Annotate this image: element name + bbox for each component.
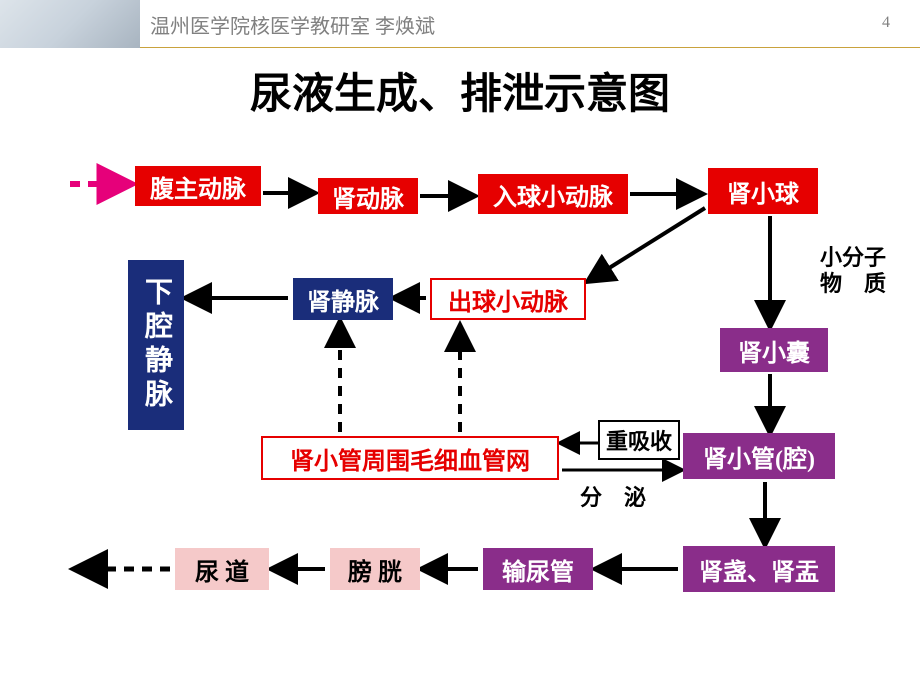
label-l1b: 物 质 [820,266,886,298]
node-n10: 肾小管(腔) [683,433,835,479]
node-n5: 出球小动脉 [430,278,586,320]
label-l2: 重吸收 [598,420,680,460]
node-n6: 肾静脉 [293,278,393,320]
node-n3: 入球小动脉 [478,174,628,214]
label-l3: 分 泌 [580,480,646,512]
node-n14: 尿 道 [175,548,269,590]
node-n12: 输尿管 [483,548,593,590]
node-n8: 肾小囊 [720,328,828,372]
node-n7: 下腔静脉 [128,260,184,430]
header-institution-text: 温州医学院核医学教研室 李焕斌 [150,10,435,39]
header-decoration-image [0,0,140,48]
diagram-canvas: 尿液生成、排泄示意图 腹主动脉肾动脉入球小动脉肾小球出球小动脉肾静脉下腔静脉肾小… [0,48,920,690]
node-n11: 肾盏、肾盂 [683,546,835,592]
node-n13: 膀 胱 [330,548,420,590]
diagram-title: 尿液生成、排泄示意图 [0,60,920,121]
node-n2: 肾动脉 [318,178,418,214]
node-n9: 肾小管周围毛细血管网 [261,436,559,480]
page-number: 4 [882,14,890,32]
arrow [590,208,705,280]
node-n1: 腹主动脉 [135,166,261,206]
node-n4: 肾小球 [708,168,818,214]
